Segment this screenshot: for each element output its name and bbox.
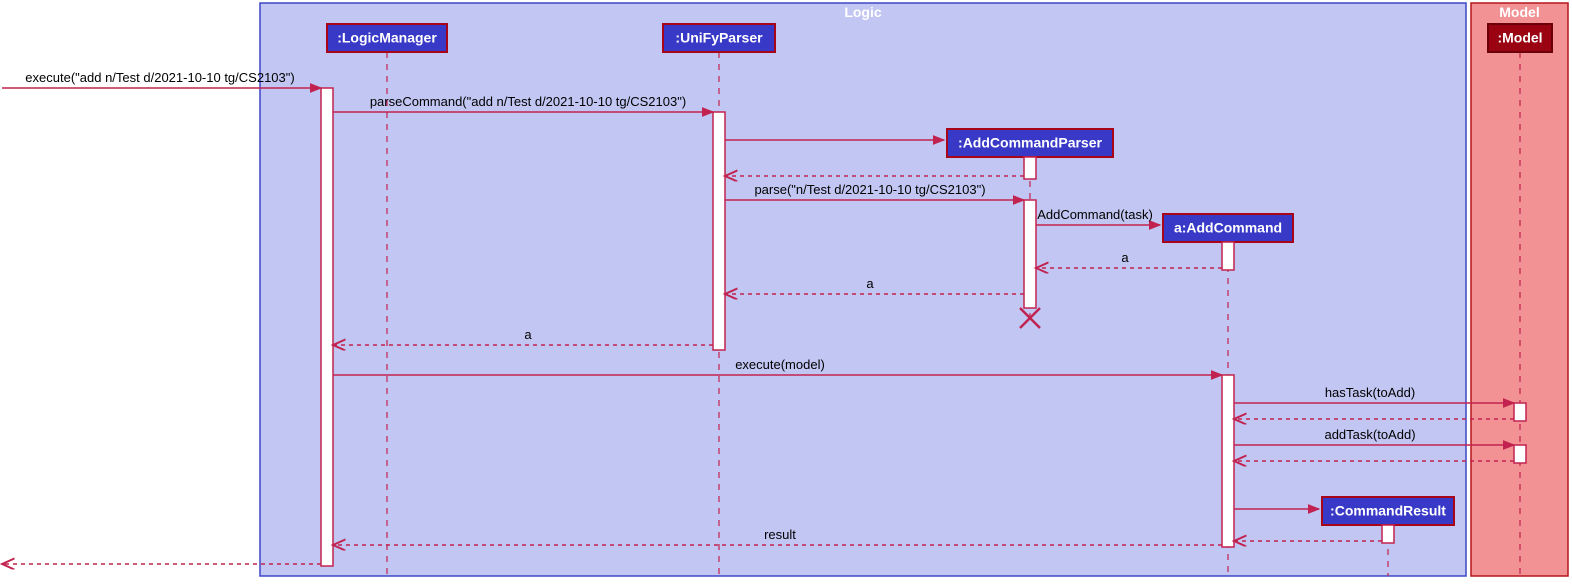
activation: [1382, 525, 1394, 543]
activation: [1024, 200, 1036, 308]
participant-label: :Model: [1497, 30, 1542, 46]
activation: [1514, 445, 1526, 463]
participant-label: :UniFyParser: [675, 30, 763, 46]
message-label: execute("add n/Test d/2021-10-10 tg/CS21…: [25, 70, 294, 85]
message-label: parseCommand("add n/Test d/2021-10-10 tg…: [370, 94, 686, 109]
activation: [1024, 157, 1036, 179]
activation: [321, 88, 333, 566]
message-label: parse("n/Test d/2021-10-10 tg/CS2103"): [754, 182, 985, 197]
message-label: AddCommand(task): [1037, 207, 1153, 222]
participant-label: a:AddCommand: [1174, 220, 1282, 236]
message-label: result: [764, 527, 796, 542]
frame-label: Model: [1499, 4, 1539, 20]
message-label: a: [1121, 250, 1129, 265]
message-label: a: [524, 327, 532, 342]
participant-label: :CommandResult: [1330, 503, 1446, 519]
message-label: addTask(toAdd): [1324, 427, 1415, 442]
activation: [1222, 375, 1234, 547]
activation: [1514, 403, 1526, 421]
activation: [1222, 242, 1234, 270]
frame-rect: [260, 3, 1466, 576]
message-label: a: [866, 276, 874, 291]
participant-label: :AddCommandParser: [958, 135, 1102, 151]
message-label: hasTask(toAdd): [1325, 385, 1415, 400]
participant-label: :LogicManager: [337, 30, 437, 46]
activation: [713, 112, 725, 350]
message-label: execute(model): [735, 357, 825, 372]
frame-label: Logic: [844, 4, 882, 20]
